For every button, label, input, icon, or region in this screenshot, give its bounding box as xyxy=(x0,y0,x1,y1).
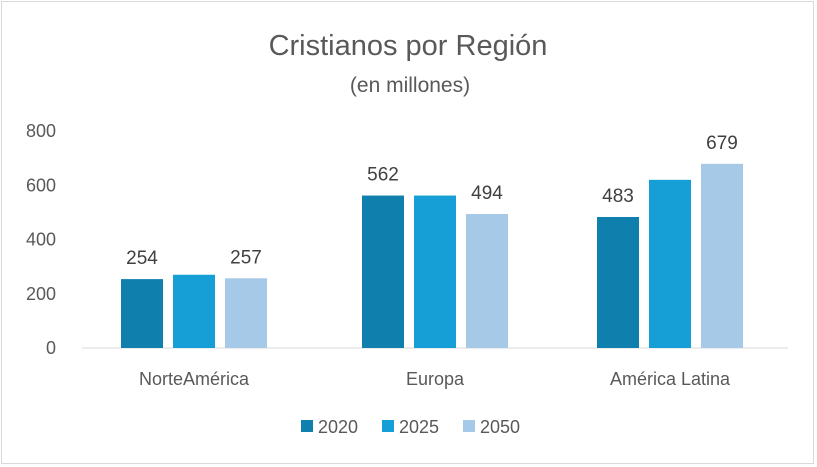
y-tick-label: 600 xyxy=(26,175,56,195)
bar xyxy=(414,195,456,348)
y-axis: 0 200 400 600 800 xyxy=(26,121,56,358)
legend-label: 2025 xyxy=(399,417,439,437)
bar xyxy=(121,279,163,348)
bar xyxy=(225,278,267,348)
data-label: 494 xyxy=(471,183,503,204)
legend-label: 2050 xyxy=(480,417,520,437)
data-label: 562 xyxy=(367,165,399,186)
bar xyxy=(362,195,404,348)
data-label: 254 xyxy=(126,248,158,269)
x-axis: NorteAmérica Europa América Latina xyxy=(139,369,731,389)
data-label: 679 xyxy=(706,133,738,154)
chart-subtitle: (en millones) xyxy=(350,74,470,97)
bar xyxy=(701,163,743,348)
x-tick-label: Europa xyxy=(406,369,465,389)
data-label: 483 xyxy=(602,186,634,207)
y-tick-label: 0 xyxy=(46,338,56,358)
data-labels: 254 257 562 494 483 679 xyxy=(126,133,738,269)
bar xyxy=(466,214,508,348)
bar xyxy=(597,216,639,348)
legend-swatch xyxy=(382,420,394,432)
data-label: 257 xyxy=(230,247,262,268)
y-tick-label: 200 xyxy=(26,284,56,304)
bar-series xyxy=(121,163,743,348)
x-tick-label: América Latina xyxy=(610,369,731,389)
bar xyxy=(649,179,691,348)
bar xyxy=(173,274,215,348)
legend-label: 2020 xyxy=(318,417,358,437)
x-tick-label: NorteAmérica xyxy=(139,369,250,389)
legend: 2020 2025 2050 xyxy=(301,417,520,437)
chart-title: Cristianos por Región xyxy=(269,30,548,62)
legend-swatch xyxy=(463,420,475,432)
legend-swatch xyxy=(301,420,313,432)
y-tick-label: 800 xyxy=(26,121,56,141)
y-tick-label: 400 xyxy=(26,230,56,250)
